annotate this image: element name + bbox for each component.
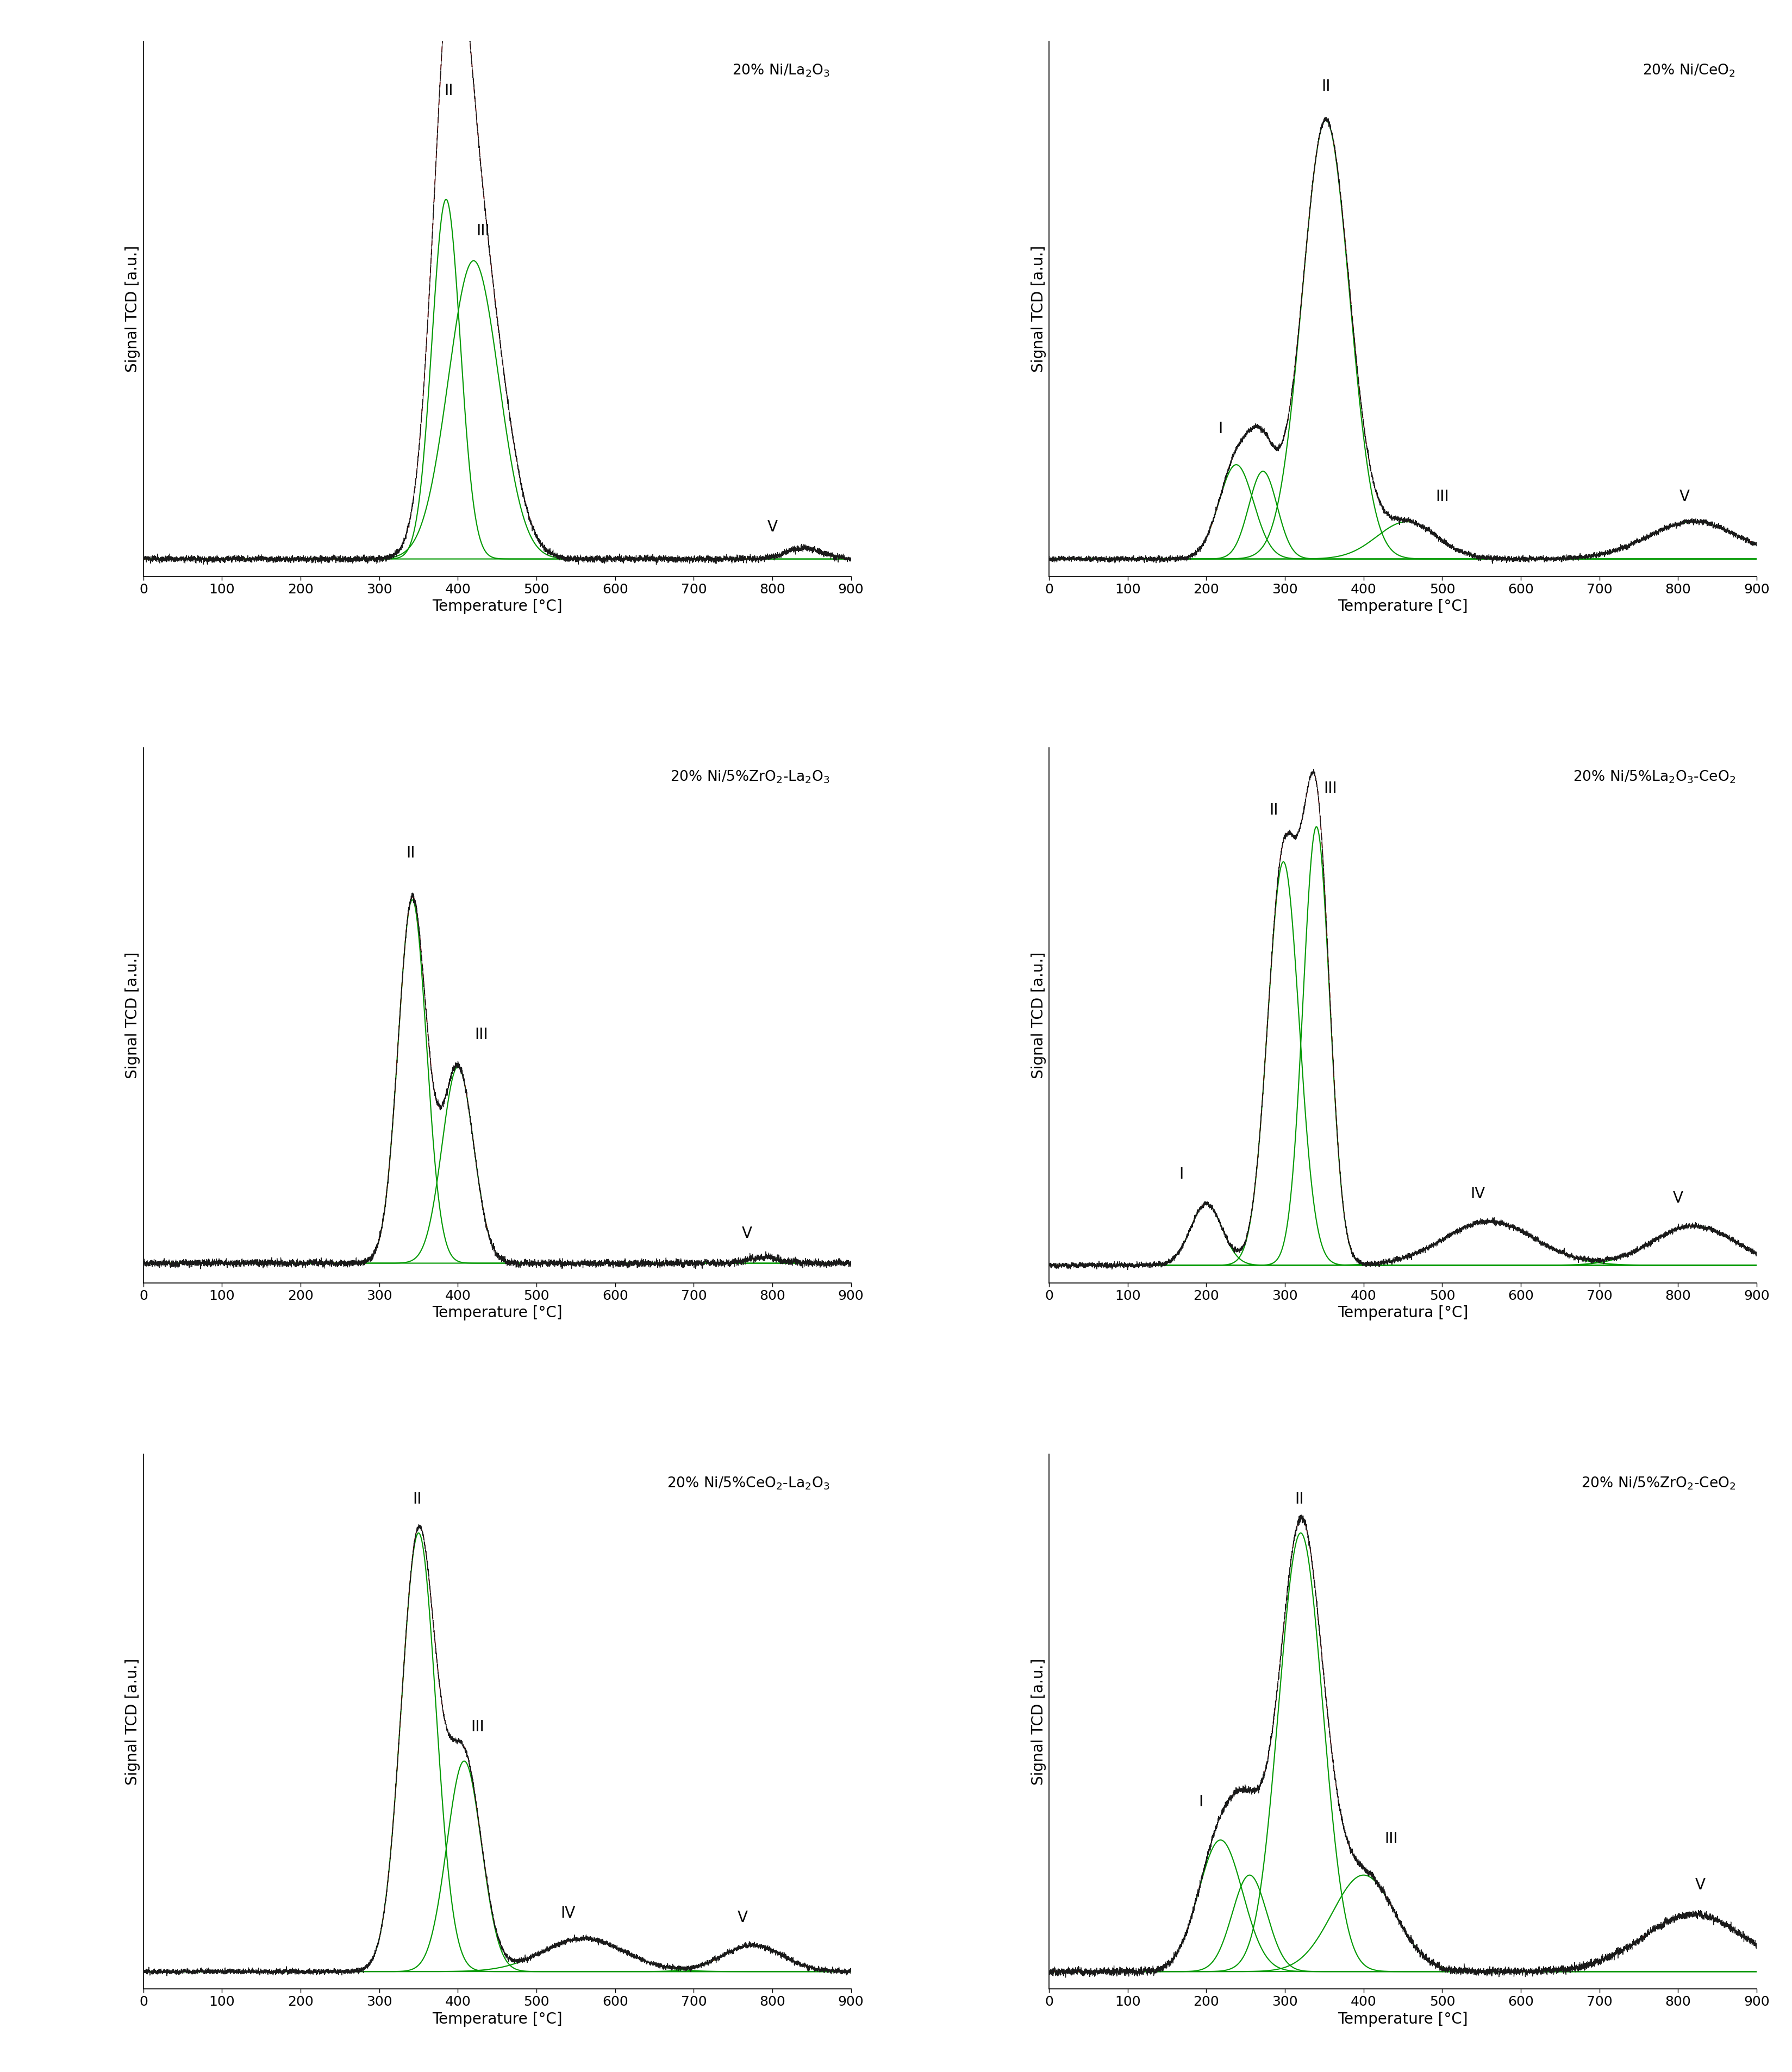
Text: V: V: [767, 520, 778, 535]
X-axis label: Temperature [°C]: Temperature [°C]: [432, 2012, 563, 2026]
X-axis label: Temperature [°C]: Temperature [°C]: [1337, 2012, 1468, 2026]
Text: II: II: [444, 83, 453, 99]
Y-axis label: Signal TCD [a.u.]: Signal TCD [a.u.]: [125, 1658, 140, 1784]
Text: 20% Ni/La$_2$O$_3$: 20% Ni/La$_2$O$_3$: [731, 62, 830, 79]
Text: II: II: [1294, 1492, 1303, 1506]
Text: 20% Ni/5%ZrO$_2$-La$_2$O$_3$: 20% Ni/5%ZrO$_2$-La$_2$O$_3$: [670, 769, 830, 785]
Y-axis label: Signal TCD [a.u.]: Signal TCD [a.u.]: [1030, 951, 1047, 1080]
Text: II: II: [412, 1492, 421, 1506]
Text: 20% Ni/5%CeO$_2$-La$_2$O$_3$: 20% Ni/5%CeO$_2$-La$_2$O$_3$: [667, 1475, 830, 1492]
Text: II: II: [1269, 802, 1278, 818]
Y-axis label: Signal TCD [a.u.]: Signal TCD [a.u.]: [125, 247, 140, 373]
Text: III: III: [1324, 781, 1337, 796]
Y-axis label: Signal TCD [a.u.]: Signal TCD [a.u.]: [1030, 247, 1047, 373]
Text: III: III: [477, 224, 489, 238]
Text: IV: IV: [561, 1906, 575, 1921]
X-axis label: Temperature [°C]: Temperature [°C]: [432, 599, 563, 613]
Y-axis label: Signal TCD [a.u.]: Signal TCD [a.u.]: [1030, 1658, 1047, 1784]
Text: III: III: [471, 1720, 484, 1734]
Text: III: III: [1383, 1832, 1398, 1846]
Text: V: V: [1679, 489, 1690, 503]
Text: I: I: [1179, 1167, 1183, 1181]
Text: V: V: [1672, 1191, 1683, 1206]
Text: I: I: [1199, 1794, 1202, 1809]
Text: 20% Ni/5%ZrO$_2$-CeO$_2$: 20% Ni/5%ZrO$_2$-CeO$_2$: [1581, 1475, 1735, 1492]
Text: I: I: [1219, 421, 1222, 437]
Y-axis label: Signal TCD [a.u.]: Signal TCD [a.u.]: [125, 951, 140, 1080]
X-axis label: Temperatura [°C]: Temperatura [°C]: [1337, 1305, 1468, 1320]
Text: IV: IV: [1469, 1187, 1484, 1202]
Text: 20% Ni/CeO$_2$: 20% Ni/CeO$_2$: [1641, 62, 1735, 79]
Text: III: III: [475, 1028, 487, 1042]
Text: II: II: [407, 845, 416, 860]
Text: V: V: [1695, 1877, 1704, 1892]
X-axis label: Temperature [°C]: Temperature [°C]: [1337, 599, 1468, 613]
Text: III: III: [1435, 489, 1448, 503]
X-axis label: Temperature [°C]: Temperature [°C]: [432, 1305, 563, 1320]
Text: 20% Ni/5%La$_2$O$_3$-CeO$_2$: 20% Ni/5%La$_2$O$_3$-CeO$_2$: [1572, 769, 1735, 785]
Text: V: V: [737, 1910, 747, 1925]
Text: II: II: [1321, 79, 1330, 93]
Text: V: V: [742, 1227, 753, 1241]
